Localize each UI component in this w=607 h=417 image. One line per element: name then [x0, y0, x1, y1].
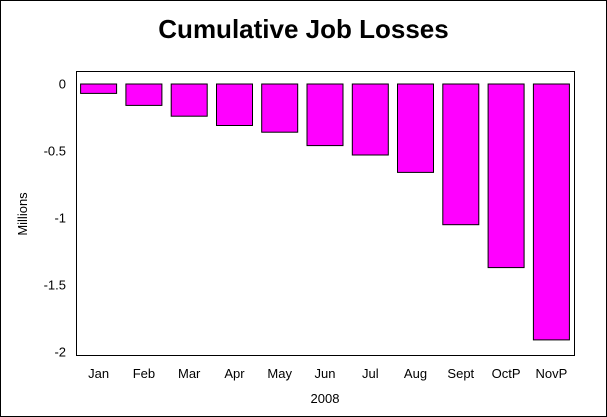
- chart-title: Cumulative Job Losses: [158, 14, 449, 44]
- bar-feb: [125, 83, 163, 106]
- x-tick-label-octp: OctP: [492, 366, 521, 381]
- x-tick-label-jul: Jul: [362, 366, 379, 381]
- x-tick-label-jan: Jan: [88, 366, 109, 381]
- bar-jan: [80, 83, 118, 94]
- x-tick-label-novp: NovP: [536, 366, 568, 381]
- y-axis-label: Millions: [15, 192, 30, 236]
- x-axis-label: 2008: [311, 391, 340, 406]
- bar-jun: [306, 83, 344, 147]
- x-tick-label-apr: Apr: [224, 366, 245, 381]
- x-tick-label-mar: Mar: [178, 366, 201, 381]
- x-tick-label-may: May: [267, 366, 292, 381]
- bar-sept: [442, 83, 480, 226]
- bars-group: [80, 83, 570, 341]
- bar-novp: [532, 83, 570, 341]
- bar-aug: [397, 83, 434, 173]
- y-tick-label: 0: [59, 77, 66, 92]
- y-tick-label: -0.5: [44, 144, 66, 159]
- y-tick-label: -2: [54, 345, 66, 360]
- x-tick-label-aug: Aug: [404, 366, 427, 381]
- bar-octp: [487, 83, 525, 269]
- bar-apr: [216, 83, 253, 126]
- bar-may: [261, 83, 299, 133]
- x-tick-label-jun: Jun: [315, 366, 336, 381]
- bar-jul: [351, 83, 389, 156]
- y-tick-label: -1: [54, 211, 66, 226]
- x-tick-label-sept: Sept: [447, 366, 474, 381]
- y-tick-label: -1.5: [44, 278, 66, 293]
- x-ticks-group: Jan Feb Mar Apr May Jun Jul Aug Sept OctP NovP: [88, 366, 567, 381]
- bar-mar: [170, 83, 208, 117]
- x-tick-label-feb: Feb: [133, 366, 155, 381]
- y-ticks-group: 0 -0.5 -1 -1.5 -2: [44, 77, 66, 360]
